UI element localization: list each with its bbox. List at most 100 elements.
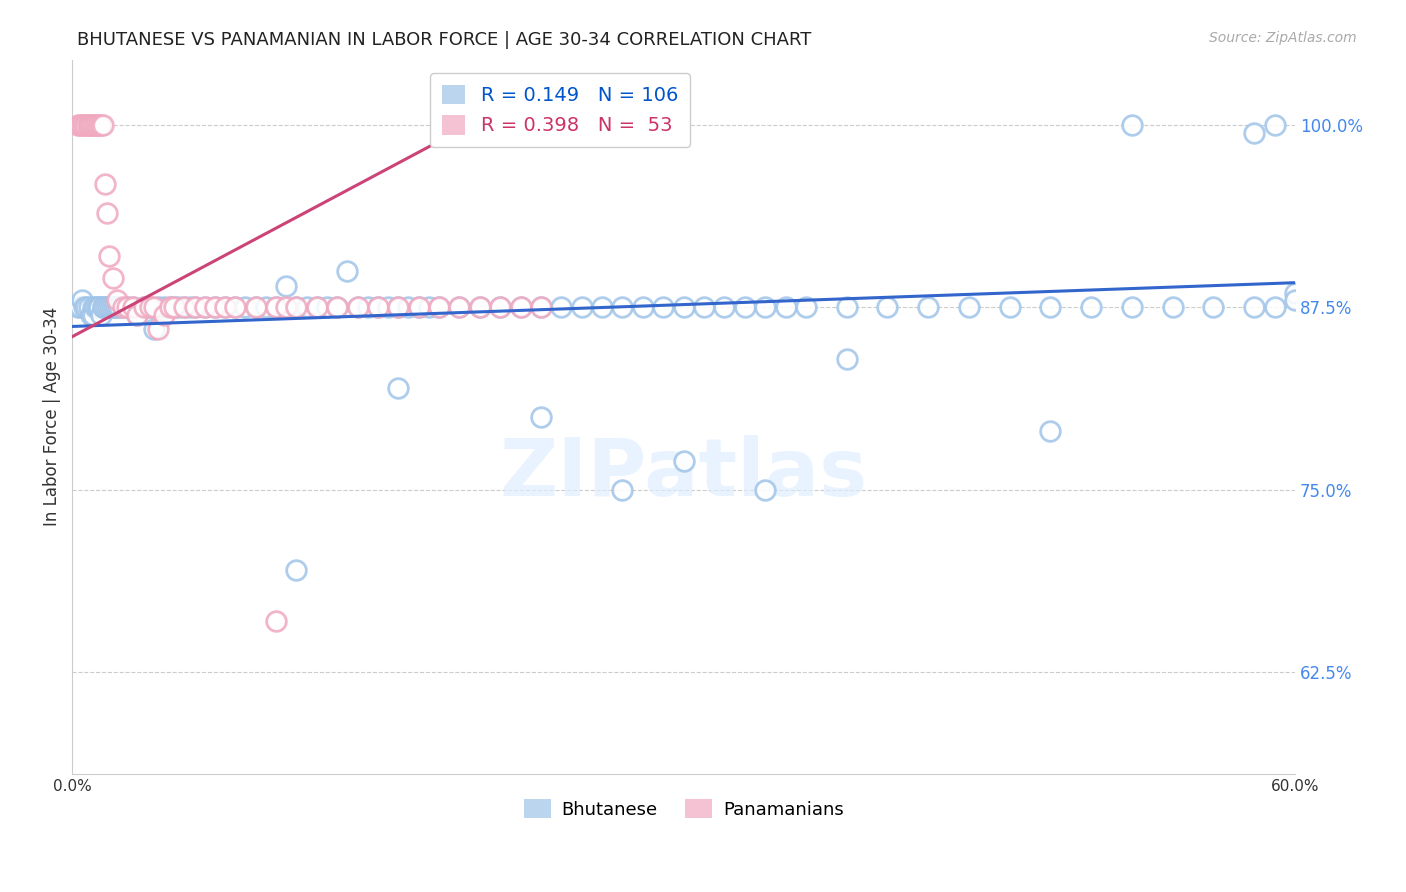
- Point: [159, 301, 181, 315]
- Point: [173, 301, 195, 315]
- Point: [94, 177, 117, 191]
- Point: [77, 118, 100, 132]
- Point: [67, 301, 90, 315]
- Point: [998, 301, 1021, 315]
- Point: [91, 301, 114, 315]
- Point: [127, 308, 149, 322]
- Point: [146, 301, 169, 315]
- Point: [408, 301, 430, 315]
- Point: [276, 301, 298, 315]
- Legend: Bhutanese, Panamanians: Bhutanese, Panamanians: [516, 792, 851, 826]
- Point: [285, 563, 308, 577]
- Point: [142, 322, 165, 336]
- Point: [835, 301, 858, 315]
- Point: [91, 301, 114, 315]
- Point: [1080, 301, 1102, 315]
- Point: [387, 381, 409, 395]
- Point: [254, 301, 277, 315]
- Y-axis label: In Labor Force | Age 30-34: In Labor Force | Age 30-34: [44, 307, 60, 526]
- Point: [1264, 301, 1286, 315]
- Point: [530, 301, 553, 315]
- Point: [163, 301, 186, 315]
- Point: [183, 301, 205, 315]
- Point: [612, 301, 634, 315]
- Point: [69, 301, 91, 315]
- Point: [77, 118, 100, 132]
- Point: [69, 118, 91, 132]
- Point: [1121, 301, 1143, 315]
- Text: ZIPatlas: ZIPatlas: [499, 435, 868, 513]
- Point: [754, 301, 776, 315]
- Point: [214, 301, 236, 315]
- Point: [127, 308, 149, 322]
- Point: [132, 301, 155, 315]
- Point: [398, 301, 420, 315]
- Point: [224, 301, 246, 315]
- Point: [153, 308, 176, 322]
- Point: [264, 301, 287, 315]
- Point: [489, 301, 512, 315]
- Point: [105, 293, 128, 308]
- Point: [76, 118, 98, 132]
- Point: [305, 301, 328, 315]
- Point: [79, 118, 101, 132]
- Point: [183, 301, 205, 315]
- Point: [122, 301, 145, 315]
- Point: [316, 301, 339, 315]
- Point: [346, 301, 368, 315]
- Point: [146, 322, 169, 336]
- Point: [652, 301, 675, 315]
- Point: [285, 301, 308, 315]
- Point: [346, 301, 368, 315]
- Point: [427, 301, 450, 315]
- Point: [264, 301, 287, 315]
- Text: Source: ZipAtlas.com: Source: ZipAtlas.com: [1209, 31, 1357, 45]
- Point: [427, 301, 450, 315]
- Point: [90, 308, 112, 322]
- Point: [387, 301, 409, 315]
- Point: [245, 301, 267, 315]
- Point: [224, 301, 246, 315]
- Point: [631, 301, 654, 315]
- Point: [97, 301, 120, 315]
- Point: [357, 301, 380, 315]
- Point: [734, 301, 756, 315]
- Point: [1243, 301, 1265, 315]
- Point: [117, 301, 139, 315]
- Point: [754, 483, 776, 497]
- Point: [1243, 126, 1265, 140]
- Point: [138, 301, 160, 315]
- Point: [1161, 301, 1184, 315]
- Point: [957, 301, 980, 315]
- Text: BHUTANESE VS PANAMANIAN IN LABOR FORCE | AGE 30-34 CORRELATION CHART: BHUTANESE VS PANAMANIAN IN LABOR FORCE |…: [77, 31, 811, 49]
- Point: [73, 118, 96, 132]
- Point: [550, 301, 572, 315]
- Point: [87, 301, 110, 315]
- Point: [90, 118, 112, 132]
- Point: [530, 301, 553, 315]
- Point: [876, 301, 898, 315]
- Point: [173, 301, 195, 315]
- Point: [87, 301, 110, 315]
- Point: [835, 351, 858, 366]
- Point: [72, 118, 94, 132]
- Point: [79, 308, 101, 322]
- Point: [530, 409, 553, 424]
- Point: [117, 301, 139, 315]
- Point: [1121, 118, 1143, 132]
- Point: [489, 301, 512, 315]
- Point: [104, 301, 127, 315]
- Point: [713, 301, 735, 315]
- Point: [367, 301, 389, 315]
- Point: [67, 118, 90, 132]
- Point: [194, 301, 217, 315]
- Point: [245, 301, 267, 315]
- Point: [101, 271, 124, 285]
- Point: [672, 301, 695, 315]
- Point: [97, 250, 120, 264]
- Point: [204, 301, 226, 315]
- Point: [276, 278, 298, 293]
- Point: [509, 301, 531, 315]
- Point: [1284, 293, 1306, 308]
- Point: [775, 301, 797, 315]
